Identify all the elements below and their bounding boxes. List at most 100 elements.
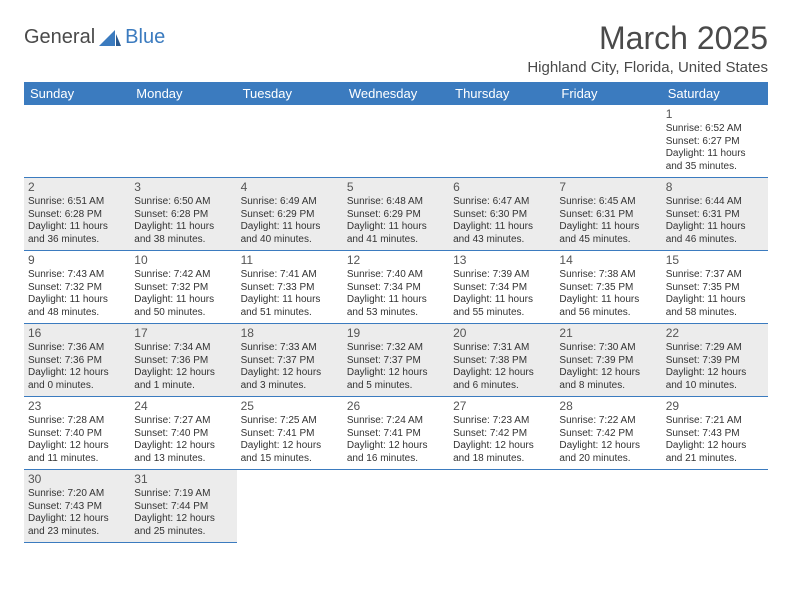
sunrise-line: Sunrise: 7:32 AM bbox=[347, 342, 445, 355]
day-number: 1 bbox=[666, 107, 764, 122]
day-cell: 16Sunrise: 7:36 AMSunset: 7:36 PMDayligh… bbox=[24, 324, 130, 397]
sunrise-line: Sunrise: 7:34 AM bbox=[134, 342, 232, 355]
daylight-line: Daylight: 11 hours and 38 minutes. bbox=[134, 221, 232, 246]
sunset-line: Sunset: 7:40 PM bbox=[134, 428, 232, 441]
sunrise-line: Sunrise: 7:24 AM bbox=[347, 415, 445, 428]
empty-cell bbox=[130, 105, 236, 178]
day-number: 4 bbox=[241, 180, 339, 195]
day-cell: 27Sunrise: 7:23 AMSunset: 7:42 PMDayligh… bbox=[449, 397, 555, 470]
daylight-line: Daylight: 12 hours and 3 minutes. bbox=[241, 367, 339, 392]
day-number: 2 bbox=[28, 180, 126, 195]
sunset-line: Sunset: 7:41 PM bbox=[241, 428, 339, 441]
sunset-line: Sunset: 6:28 PM bbox=[28, 209, 126, 222]
daylight-line: Daylight: 12 hours and 18 minutes. bbox=[453, 440, 551, 465]
sunset-line: Sunset: 6:31 PM bbox=[666, 209, 764, 222]
sunset-line: Sunset: 7:34 PM bbox=[347, 282, 445, 295]
day-number: 3 bbox=[134, 180, 232, 195]
sunset-line: Sunset: 6:31 PM bbox=[559, 209, 657, 222]
day-number: 9 bbox=[28, 253, 126, 268]
day-number: 30 bbox=[28, 472, 126, 487]
month-title: March 2025 bbox=[527, 20, 768, 57]
logo: General Blue bbox=[24, 20, 165, 49]
day-number: 10 bbox=[134, 253, 232, 268]
day-cell: 17Sunrise: 7:34 AMSunset: 7:36 PMDayligh… bbox=[130, 324, 236, 397]
day-cell: 12Sunrise: 7:40 AMSunset: 7:34 PMDayligh… bbox=[343, 251, 449, 324]
day-header: Saturday bbox=[662, 82, 768, 105]
sunrise-line: Sunrise: 6:44 AM bbox=[666, 196, 764, 209]
daylight-line: Daylight: 11 hours and 55 minutes. bbox=[453, 294, 551, 319]
daylight-line: Daylight: 11 hours and 56 minutes. bbox=[559, 294, 657, 319]
empty-cell bbox=[449, 105, 555, 178]
sunset-line: Sunset: 7:36 PM bbox=[28, 355, 126, 368]
day-number: 15 bbox=[666, 253, 764, 268]
day-cell: 21Sunrise: 7:30 AMSunset: 7:39 PMDayligh… bbox=[555, 324, 661, 397]
sunrise-line: Sunrise: 7:28 AM bbox=[28, 415, 126, 428]
sunrise-line: Sunrise: 7:20 AM bbox=[28, 488, 126, 501]
daylight-line: Daylight: 12 hours and 15 minutes. bbox=[241, 440, 339, 465]
day-header: Monday bbox=[130, 82, 236, 105]
empty-cell bbox=[555, 105, 661, 178]
day-cell: 19Sunrise: 7:32 AMSunset: 7:37 PMDayligh… bbox=[343, 324, 449, 397]
day-cell: 18Sunrise: 7:33 AMSunset: 7:37 PMDayligh… bbox=[237, 324, 343, 397]
sunset-line: Sunset: 6:29 PM bbox=[241, 209, 339, 222]
day-number: 22 bbox=[666, 326, 764, 341]
daylight-line: Daylight: 11 hours and 53 minutes. bbox=[347, 294, 445, 319]
daylight-line: Daylight: 12 hours and 8 minutes. bbox=[559, 367, 657, 392]
day-cell: 23Sunrise: 7:28 AMSunset: 7:40 PMDayligh… bbox=[24, 397, 130, 470]
day-number: 25 bbox=[241, 399, 339, 414]
day-header: Wednesday bbox=[343, 82, 449, 105]
sunset-line: Sunset: 7:32 PM bbox=[28, 282, 126, 295]
empty-cell bbox=[343, 105, 449, 178]
daylight-line: Daylight: 12 hours and 6 minutes. bbox=[453, 367, 551, 392]
day-cell: 28Sunrise: 7:22 AMSunset: 7:42 PMDayligh… bbox=[555, 397, 661, 470]
day-cell: 31Sunrise: 7:19 AMSunset: 7:44 PMDayligh… bbox=[130, 470, 236, 543]
logo-text-general: General bbox=[24, 26, 95, 49]
daylight-line: Daylight: 11 hours and 46 minutes. bbox=[666, 221, 764, 246]
logo-text-blue: Blue bbox=[125, 26, 165, 49]
day-cell: 2Sunrise: 6:51 AMSunset: 6:28 PMDaylight… bbox=[24, 178, 130, 251]
calendar-week: 1Sunrise: 6:52 AMSunset: 6:27 PMDaylight… bbox=[24, 105, 768, 178]
sunset-line: Sunset: 7:39 PM bbox=[559, 355, 657, 368]
day-number: 20 bbox=[453, 326, 551, 341]
sunset-line: Sunset: 6:29 PM bbox=[347, 209, 445, 222]
sunrise-line: Sunrise: 7:30 AM bbox=[559, 342, 657, 355]
sunrise-line: Sunrise: 7:21 AM bbox=[666, 415, 764, 428]
day-cell: 25Sunrise: 7:25 AMSunset: 7:41 PMDayligh… bbox=[237, 397, 343, 470]
sunset-line: Sunset: 7:41 PM bbox=[347, 428, 445, 441]
empty-cell bbox=[237, 470, 343, 543]
day-cell: 14Sunrise: 7:38 AMSunset: 7:35 PMDayligh… bbox=[555, 251, 661, 324]
daylight-line: Daylight: 12 hours and 10 minutes. bbox=[666, 367, 764, 392]
day-cell: 6Sunrise: 6:47 AMSunset: 6:30 PMDaylight… bbox=[449, 178, 555, 251]
sunrise-line: Sunrise: 6:48 AM bbox=[347, 196, 445, 209]
sunset-line: Sunset: 7:40 PM bbox=[28, 428, 126, 441]
sunrise-line: Sunrise: 7:36 AM bbox=[28, 342, 126, 355]
day-header: Sunday bbox=[24, 82, 130, 105]
sunrise-line: Sunrise: 7:29 AM bbox=[666, 342, 764, 355]
day-cell: 10Sunrise: 7:42 AMSunset: 7:32 PMDayligh… bbox=[130, 251, 236, 324]
day-number: 16 bbox=[28, 326, 126, 341]
day-number: 14 bbox=[559, 253, 657, 268]
sunset-line: Sunset: 7:35 PM bbox=[559, 282, 657, 295]
daylight-line: Daylight: 11 hours and 58 minutes. bbox=[666, 294, 764, 319]
sunset-line: Sunset: 7:32 PM bbox=[134, 282, 232, 295]
sunrise-line: Sunrise: 6:52 AM bbox=[666, 123, 764, 136]
sunrise-line: Sunrise: 7:38 AM bbox=[559, 269, 657, 282]
sunrise-line: Sunrise: 7:25 AM bbox=[241, 415, 339, 428]
sunrise-line: Sunrise: 7:23 AM bbox=[453, 415, 551, 428]
day-header: Tuesday bbox=[237, 82, 343, 105]
location: Highland City, Florida, United States bbox=[527, 59, 768, 76]
daylight-line: Daylight: 12 hours and 1 minute. bbox=[134, 367, 232, 392]
header: General Blue March 2025 Highland City, F… bbox=[24, 20, 768, 76]
sunset-line: Sunset: 7:37 PM bbox=[347, 355, 445, 368]
sunrise-line: Sunrise: 7:40 AM bbox=[347, 269, 445, 282]
calendar-week: 9Sunrise: 7:43 AMSunset: 7:32 PMDaylight… bbox=[24, 251, 768, 324]
sunset-line: Sunset: 7:39 PM bbox=[666, 355, 764, 368]
day-number: 5 bbox=[347, 180, 445, 195]
sunrise-line: Sunrise: 7:31 AM bbox=[453, 342, 551, 355]
daylight-line: Daylight: 11 hours and 40 minutes. bbox=[241, 221, 339, 246]
day-number: 7 bbox=[559, 180, 657, 195]
daylight-line: Daylight: 11 hours and 41 minutes. bbox=[347, 221, 445, 246]
day-number: 17 bbox=[134, 326, 232, 341]
calendar-week: 16Sunrise: 7:36 AMSunset: 7:36 PM Dayligh… bbox=[24, 324, 768, 397]
day-cell: 9Sunrise: 7:43 AMSunset: 7:32 PMDaylight… bbox=[24, 251, 130, 324]
